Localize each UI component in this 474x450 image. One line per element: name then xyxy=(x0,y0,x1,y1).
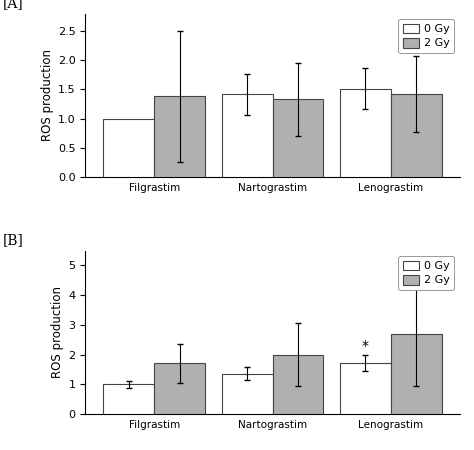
Bar xyxy=(340,89,391,177)
Text: [B]: [B] xyxy=(3,233,24,247)
Bar xyxy=(155,96,205,177)
Legend: 0 Gy, 2 Gy: 0 Gy, 2 Gy xyxy=(398,256,454,290)
Y-axis label: ROS production: ROS production xyxy=(41,49,54,141)
Bar xyxy=(340,363,391,414)
Bar xyxy=(222,94,273,177)
Bar xyxy=(155,364,205,414)
Bar xyxy=(103,119,155,177)
Bar xyxy=(391,94,442,177)
Legend: 0 Gy, 2 Gy: 0 Gy, 2 Gy xyxy=(398,19,454,53)
Bar xyxy=(103,384,155,414)
Text: *: * xyxy=(362,339,369,353)
Y-axis label: ROS production: ROS production xyxy=(51,286,64,378)
Text: [A]: [A] xyxy=(3,0,24,10)
Bar xyxy=(222,374,273,414)
Bar xyxy=(273,355,323,414)
Bar xyxy=(273,99,323,177)
Bar xyxy=(391,334,442,414)
